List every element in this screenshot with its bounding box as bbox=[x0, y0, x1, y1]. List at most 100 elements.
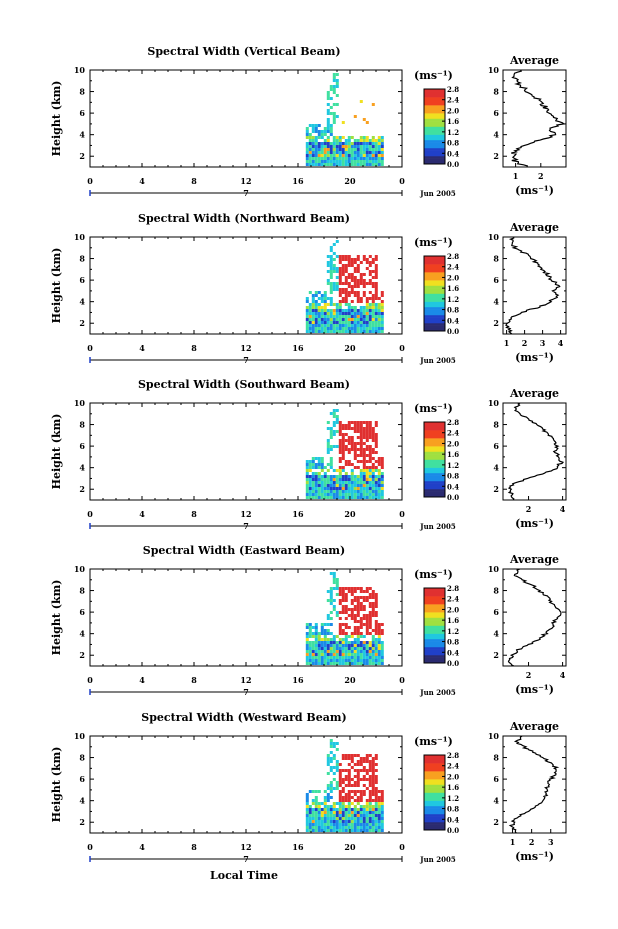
heatmap-cell bbox=[371, 829, 375, 832]
heatmap-cell bbox=[332, 826, 336, 829]
heatmap-cell bbox=[332, 412, 336, 415]
heatmap-cell bbox=[347, 487, 351, 490]
heatmap-cell bbox=[341, 282, 345, 285]
heatmap-cell bbox=[359, 312, 363, 315]
heatmap-cell bbox=[356, 330, 360, 333]
x-tick-label: 8 bbox=[191, 675, 197, 685]
heatmap-cell bbox=[380, 650, 384, 653]
heatmap-cell bbox=[308, 653, 312, 656]
heatmap-cell bbox=[326, 796, 330, 799]
heatmap-cell bbox=[344, 826, 348, 829]
heatmap-cell bbox=[341, 427, 345, 430]
heatmap-cell bbox=[365, 433, 369, 436]
colorbar-segment bbox=[424, 97, 445, 101]
heatmap-cell bbox=[353, 793, 357, 796]
heatmap-cell bbox=[335, 662, 339, 665]
heatmap-cell bbox=[377, 790, 381, 793]
heatmap-cell bbox=[311, 145, 315, 148]
heatmap-cell bbox=[344, 312, 348, 315]
heatmap-cell bbox=[338, 623, 342, 626]
heatmap-cell bbox=[380, 829, 384, 832]
heatmap-cell bbox=[359, 157, 363, 160]
heatmap-cell bbox=[314, 647, 318, 650]
heatmap-cell bbox=[332, 264, 336, 267]
heatmap-cell bbox=[353, 115, 357, 118]
heatmap-cell bbox=[338, 276, 342, 279]
heatmap-cell bbox=[329, 255, 333, 258]
heatmap-cell bbox=[377, 309, 381, 312]
heatmap-cell bbox=[332, 142, 336, 145]
heatmap-cell bbox=[380, 817, 384, 820]
heatmap-cell bbox=[326, 754, 330, 757]
heatmap-cell bbox=[377, 142, 381, 145]
heatmap-cell bbox=[341, 327, 345, 330]
heatmap-cell bbox=[323, 805, 327, 808]
heatmap-cell bbox=[344, 258, 348, 261]
heatmap-cell bbox=[377, 312, 381, 315]
heatmap-cell bbox=[371, 139, 375, 142]
heatmap-cell bbox=[305, 315, 309, 318]
x-tick-label: 4 bbox=[139, 343, 145, 353]
heatmap-cell bbox=[332, 73, 336, 76]
y-tick-label: 2 bbox=[79, 484, 85, 494]
heatmap-cell bbox=[356, 490, 360, 493]
colorbar-segment bbox=[424, 317, 445, 321]
heatmap-cell bbox=[341, 321, 345, 324]
heatmap-cell bbox=[374, 754, 378, 757]
heatmap-cells bbox=[305, 240, 384, 333]
heatmap-cell bbox=[347, 478, 351, 481]
heatmap-cell bbox=[368, 790, 372, 793]
colorbar-segment bbox=[424, 779, 445, 783]
heatmap-cell bbox=[338, 793, 342, 796]
heatmap-cell bbox=[335, 79, 339, 82]
heatmap-cell bbox=[338, 808, 342, 811]
y-tick-label: 10 bbox=[74, 731, 86, 741]
heatmap-cell bbox=[353, 145, 357, 148]
heatmap-cell bbox=[305, 662, 309, 665]
heatmap-cell bbox=[308, 823, 312, 826]
heatmap-cell bbox=[308, 466, 312, 469]
heatmap-cell bbox=[359, 496, 363, 499]
heatmap-cell bbox=[359, 596, 363, 599]
heatmap-cell bbox=[374, 267, 378, 270]
x-tick-label: 4 bbox=[139, 176, 145, 186]
heatmap-cell bbox=[320, 823, 324, 826]
heatmap-cell bbox=[332, 148, 336, 151]
heatmap-cell bbox=[371, 282, 375, 285]
y-tick-label: 2 bbox=[79, 318, 85, 328]
heatmap-cell bbox=[329, 632, 333, 635]
heatmap-cell bbox=[368, 433, 372, 436]
average-y-tick-label: 8 bbox=[493, 420, 499, 430]
heatmap-cell bbox=[311, 626, 315, 629]
heatmap-cell bbox=[365, 421, 369, 424]
heatmap-cell bbox=[332, 288, 336, 291]
heatmap-cell bbox=[326, 763, 330, 766]
heatmap-cell bbox=[332, 91, 336, 94]
heatmap-cell bbox=[380, 808, 384, 811]
heatmap-cell bbox=[368, 154, 372, 157]
heatmap-cell bbox=[323, 490, 327, 493]
heatmap-cell bbox=[380, 805, 384, 808]
heatmap-cell bbox=[371, 820, 375, 823]
heatmap-cell bbox=[320, 493, 324, 496]
month-label: Jun 2005 bbox=[419, 189, 456, 198]
heatmap-cell bbox=[341, 599, 345, 602]
heatmap-cell bbox=[353, 590, 357, 593]
heatmap-cell bbox=[314, 291, 318, 294]
heatmap-cell bbox=[347, 659, 351, 662]
heatmap-cell bbox=[368, 632, 372, 635]
heatmap-cell bbox=[362, 258, 366, 261]
heatmap-cell bbox=[338, 796, 342, 799]
heatmap-cell bbox=[374, 276, 378, 279]
heatmap-cell bbox=[365, 629, 369, 632]
heatmap-cell bbox=[371, 258, 375, 261]
heatmap-cell bbox=[338, 799, 342, 802]
colorbar-segment bbox=[424, 261, 445, 265]
heatmap-cell bbox=[371, 312, 375, 315]
heatmap-cell bbox=[353, 650, 357, 653]
heatmap-cell bbox=[350, 608, 354, 611]
heatmap-cell bbox=[311, 820, 315, 823]
heatmap-cell bbox=[365, 136, 369, 139]
heatmap-cell bbox=[344, 650, 348, 653]
heatmap-cell bbox=[338, 139, 342, 142]
